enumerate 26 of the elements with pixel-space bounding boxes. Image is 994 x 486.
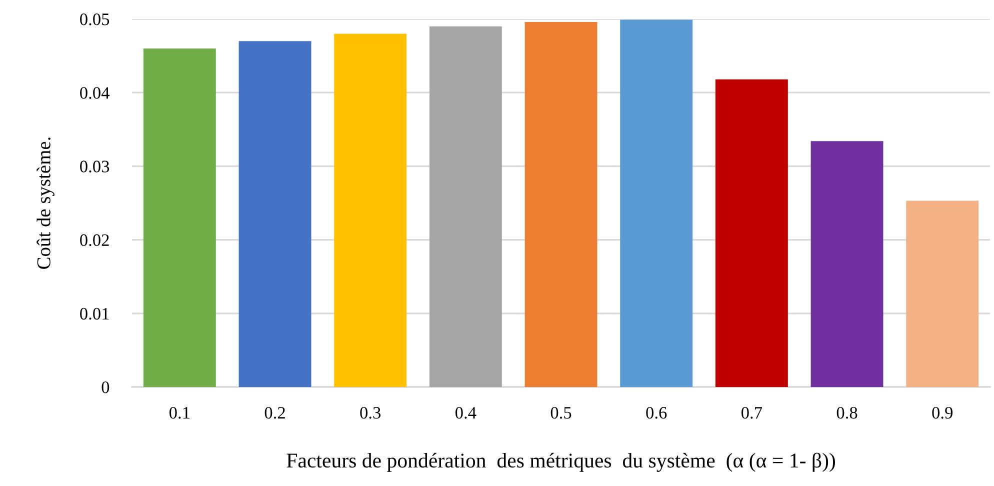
- bar: [334, 34, 407, 387]
- y-tick-label: 0.01: [80, 308, 109, 320]
- x-tick-label: 0.1: [169, 406, 190, 419]
- x-tick-label: 0.4: [455, 406, 476, 419]
- x-tick-label: 0.3: [360, 406, 381, 419]
- bar: [620, 20, 693, 387]
- x-tick-label: 0.8: [836, 406, 858, 419]
- y-tick-label: 0.04: [80, 87, 110, 99]
- y-tick-label: 0.03: [80, 160, 110, 172]
- x-tick-label: 0.2: [264, 406, 285, 419]
- bar: [906, 200, 979, 387]
- x-tick-label: 0.5: [550, 406, 572, 419]
- bar: [715, 79, 788, 387]
- bar: [429, 26, 502, 387]
- bar: [524, 22, 598, 387]
- y-tick-label: 0.02: [80, 234, 109, 246]
- x-tick-label: 0.9: [932, 406, 952, 419]
- y-axis-title: Coût de système.: [36, 138, 54, 269]
- y-tick-label: 0: [102, 381, 110, 394]
- bar: [810, 141, 884, 387]
- bar: [238, 41, 312, 387]
- x-axis-title: Facteurs de pondération des métriques du système (α (α = 1- β)): [286, 452, 836, 472]
- bar: [143, 48, 216, 387]
- y-tick-label: 0.05: [80, 13, 110, 26]
- x-tick-label: 0.6: [646, 406, 667, 419]
- x-tick-label: 0.7: [741, 406, 762, 419]
